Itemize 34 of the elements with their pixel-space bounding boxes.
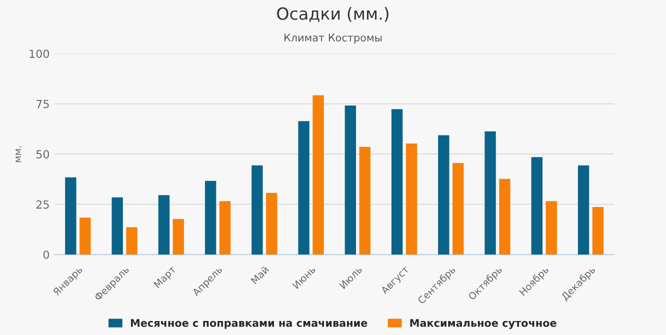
bar xyxy=(391,109,403,255)
bar xyxy=(204,180,216,255)
bar xyxy=(172,219,184,255)
bar xyxy=(112,197,123,255)
bar xyxy=(266,192,278,255)
y-tick-label: 100 xyxy=(30,50,50,58)
chart-subtitle: Климат Костромы xyxy=(284,34,382,44)
bar xyxy=(344,105,356,255)
bar xyxy=(499,178,510,255)
bar xyxy=(312,95,324,255)
bar xyxy=(546,201,557,255)
bar xyxy=(438,135,450,255)
bar xyxy=(452,162,464,255)
chart-title: Осадки (мм.) xyxy=(277,7,388,22)
y-tick-label: 75 xyxy=(36,100,49,108)
bar xyxy=(298,121,310,255)
bar xyxy=(252,165,263,255)
y-axis-title: мм. xyxy=(16,146,21,162)
bar xyxy=(219,201,231,255)
bar xyxy=(406,143,418,255)
y-tick-label: 25 xyxy=(36,200,49,209)
bar xyxy=(578,165,590,255)
bar xyxy=(531,157,542,255)
bar xyxy=(592,206,604,255)
y-tick-label: 0 xyxy=(43,250,50,259)
legend-label: Максимальное суточное xyxy=(410,319,556,329)
bar xyxy=(158,195,170,255)
bar xyxy=(484,131,496,255)
bar xyxy=(80,218,91,255)
bar xyxy=(126,227,138,255)
y-tick-label: 50 xyxy=(36,150,50,158)
bar xyxy=(359,146,370,255)
bar xyxy=(65,177,76,255)
legend-label: Месячное с поправками на смачивание xyxy=(130,319,368,329)
